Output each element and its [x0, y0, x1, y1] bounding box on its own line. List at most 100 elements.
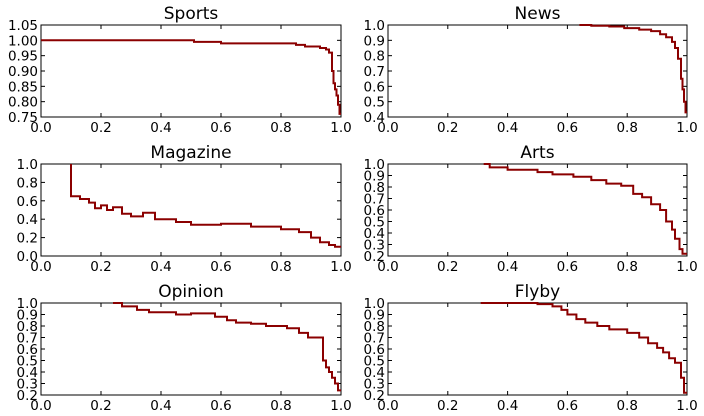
y-tick-label: 0.95 [8, 49, 38, 65]
x-tick-label: 0.4 [497, 398, 518, 414]
x-tick-label: 0.0 [377, 398, 398, 414]
y-tick-label: 0.6 [17, 342, 38, 358]
y-tick-label: 0.7 [17, 331, 38, 347]
y-tick-label: 0.85 [8, 79, 38, 95]
series-line [579, 24, 687, 114]
x-tick-label: 0.0 [30, 120, 51, 136]
chart-title: Sports [164, 4, 219, 24]
x-tick-label: 0.6 [557, 259, 578, 275]
x-tick-label: 0.8 [616, 120, 637, 136]
y-tick-label: 0.4 [17, 365, 38, 381]
x-tick-label: 0.4 [150, 398, 171, 414]
y-tick-label: 0.6 [17, 194, 38, 210]
y-tick-label: 0.7 [364, 64, 385, 80]
y-tick-label: 0.80 [8, 95, 38, 111]
y-tick-label: 0.8 [17, 175, 38, 191]
y-tick-label: 0.8 [364, 49, 385, 65]
x-tick-label: 1.0 [676, 259, 697, 275]
x-tick-label: 0.8 [270, 120, 291, 136]
y-tick-label: 0.2 [17, 388, 38, 404]
y-tick-label: 1.00 [8, 33, 38, 49]
y-tick-label: 0.0 [17, 249, 38, 265]
y-tick-label: 0.9 [364, 308, 385, 324]
x-tick-label: 0.2 [90, 259, 111, 275]
y-tick-label: 0.2 [364, 388, 385, 404]
y-tick-label: 0.9 [17, 308, 38, 324]
x-tick-label: 0.0 [377, 259, 398, 275]
x-tick-label: 0.8 [270, 398, 291, 414]
chart-sports: Sports 0.0 0.2 0.4 0.6 0.8 1.0 0.750.800.850.90… [8, 4, 352, 136]
x-tick-label: 0.2 [437, 259, 458, 275]
x-tick-label: 0.6 [210, 398, 231, 414]
plot-area [387, 24, 688, 118]
y-tick-label: 0.5 [364, 354, 385, 370]
y-tick-label: 0.6 [364, 79, 385, 95]
y-tick-label: 1.0 [364, 296, 385, 312]
series-line [483, 163, 687, 255]
x-tick-label: 0.4 [150, 120, 171, 136]
y-tick-label: 0.7 [364, 192, 385, 208]
y-tick-label: 0.9 [364, 169, 385, 185]
plot-area [387, 302, 688, 396]
y-tick-label: 1.0 [364, 157, 385, 173]
x-tick-label: 0.6 [210, 120, 231, 136]
x-tick-label: 1.0 [676, 398, 697, 414]
y-tick-label: 0.8 [17, 319, 38, 335]
x-tick-label: 0.8 [270, 259, 291, 275]
y-tick-label: 0.90 [8, 64, 38, 80]
x-tick-label: 0.4 [150, 259, 171, 275]
y-tick-label: 0.3 [364, 238, 385, 254]
y-tick-label: 0.4 [17, 212, 38, 228]
y-tick-label: 0.2 [364, 249, 385, 265]
plot-area [40, 163, 342, 257]
x-tick-label: 0.0 [30, 398, 51, 414]
x-tick-label: 0.8 [616, 259, 637, 275]
y-tick-label: 0.6 [364, 203, 385, 219]
x-tick-label: 0.8 [616, 398, 637, 414]
y-tick-label: 0.5 [364, 95, 385, 111]
y-tick-label: 0.9 [364, 33, 385, 49]
y-tick-label: 0.4 [364, 226, 385, 242]
y-tick-label: 1.05 [8, 18, 38, 34]
y-tick-label: 0.8 [364, 180, 385, 196]
y-tick-label: 0.5 [364, 215, 385, 231]
x-tick-label: 0.6 [557, 398, 578, 414]
chart-title: Opinion [158, 282, 224, 302]
x-tick-label: 0.6 [557, 120, 578, 136]
series-line [41, 39, 341, 115]
chart-title: News [515, 4, 561, 24]
series-line [480, 302, 687, 394]
y-tick-label: 1.0 [364, 18, 385, 34]
y-tick-label: 0.7 [364, 331, 385, 347]
chart-title: Magazine [150, 143, 231, 163]
y-tick-label: 1.0 [17, 296, 38, 312]
series-line [113, 302, 341, 392]
x-tick-label: 1.0 [676, 120, 697, 136]
y-tick-label: 0.3 [364, 377, 385, 393]
y-tick-label: 0.75 [8, 110, 38, 126]
x-tick-label: 1.0 [330, 259, 351, 275]
chart-magazine: Magazine 0.0 0.2 0.4 0.6 0.8 1.0 0.0 0.2 0.4 0.6 0.… [17, 143, 352, 275]
plot-area [387, 163, 688, 257]
y-tick-label: 0.4 [364, 110, 385, 126]
x-tick-label: 0.2 [90, 398, 111, 414]
plot-area [40, 24, 342, 118]
chart-title: Flyby [515, 282, 560, 302]
x-tick-label: 0.2 [90, 120, 111, 136]
x-tick-label: 0.4 [497, 120, 518, 136]
series-line [70, 164, 341, 248]
y-tick-label: 0.6 [364, 342, 385, 358]
y-tick-label: 0.2 [17, 231, 38, 247]
x-tick-label: 0.0 [377, 120, 398, 136]
x-tick-label: 1.0 [330, 398, 351, 414]
y-tick-label: 1.0 [17, 157, 38, 173]
chart-title: Arts [520, 143, 554, 163]
x-tick-label: 0.4 [497, 259, 518, 275]
y-tick-label: 0.5 [17, 354, 38, 370]
x-tick-label: 0.6 [210, 259, 231, 275]
